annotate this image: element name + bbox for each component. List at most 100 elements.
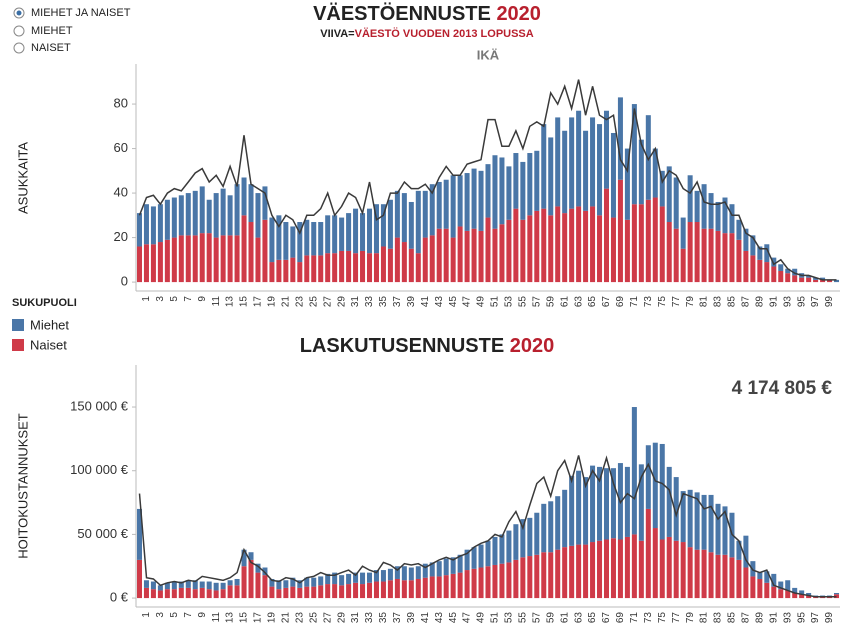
x-tick-label: 99 <box>824 612 835 624</box>
x-tick-label: 7 <box>183 296 194 302</box>
x-tick-label: 91 <box>768 612 779 624</box>
bar <box>555 206 561 283</box>
bar <box>422 190 428 238</box>
bar <box>457 572 463 599</box>
bar <box>443 228 449 283</box>
radio-label[interactable]: NAISET <box>31 42 71 54</box>
bar <box>248 222 254 283</box>
bar <box>157 590 163 599</box>
bar <box>220 188 226 236</box>
bar <box>541 208 547 283</box>
bar <box>290 226 296 258</box>
bar <box>576 470 582 545</box>
bar <box>178 195 184 236</box>
bar <box>590 465 596 543</box>
x-tick-label: 75 <box>657 612 668 624</box>
bar <box>764 244 770 263</box>
bar <box>366 208 373 254</box>
x-tick-label: 65 <box>587 296 598 308</box>
bar <box>332 253 338 283</box>
radio[interactable] <box>13 25 25 37</box>
x-tick-label: 19 <box>267 296 278 308</box>
bar <box>269 262 275 283</box>
bar <box>652 197 658 283</box>
bar <box>213 237 219 283</box>
x-tick-label: 13 <box>225 296 236 308</box>
bar <box>666 466 672 537</box>
x-tick-label: 89 <box>754 296 765 308</box>
bar <box>311 222 317 256</box>
bar <box>750 576 756 599</box>
x-tick-label: 93 <box>782 612 793 624</box>
bar <box>757 246 763 260</box>
bar <box>499 534 505 564</box>
bar <box>603 468 610 540</box>
bar <box>785 273 791 283</box>
x-tick-label: 55 <box>517 612 528 624</box>
y-tick-label: 0 € <box>110 590 129 605</box>
bar <box>380 581 386 599</box>
bar <box>764 582 770 599</box>
bar <box>185 193 191 236</box>
bar <box>464 570 470 599</box>
x-tick-label: 35 <box>378 296 389 308</box>
x-tick-label: 85 <box>727 612 738 624</box>
x-tick-label: 77 <box>671 296 682 308</box>
bar <box>227 580 233 586</box>
bar <box>701 228 707 283</box>
bar <box>506 166 512 220</box>
bar <box>569 208 575 283</box>
bar <box>164 239 170 283</box>
bar <box>687 489 693 548</box>
x-tick-label: 45 <box>448 612 459 624</box>
bar <box>485 540 491 567</box>
bar <box>583 544 589 599</box>
bar <box>659 206 665 283</box>
bar <box>743 228 749 251</box>
chart-title: LASKUTUSENNUSTE 2020 <box>300 335 555 357</box>
x-tick-label: 41 <box>420 296 431 308</box>
title-text: LASKUTUSENNUSTE <box>300 335 504 357</box>
bar <box>631 534 637 599</box>
bar <box>185 587 191 599</box>
bar <box>820 279 826 283</box>
bar <box>631 407 637 535</box>
bar <box>366 572 373 583</box>
bar <box>255 193 261 238</box>
bar <box>680 542 686 599</box>
bar <box>415 566 421 579</box>
bar <box>178 587 184 599</box>
radio-label[interactable]: MIEHET JA NAISET <box>31 7 131 19</box>
bar <box>534 554 540 599</box>
x-tick-label: 29 <box>336 296 347 308</box>
legend-swatch <box>12 319 24 331</box>
bar <box>401 193 407 243</box>
bar <box>548 501 554 553</box>
bar <box>576 544 582 599</box>
bar <box>590 117 596 207</box>
x-tick-label: 63 <box>573 296 584 308</box>
bar <box>241 177 247 216</box>
bar <box>680 217 686 249</box>
bar <box>513 208 519 283</box>
bar <box>617 539 623 599</box>
bar <box>457 554 463 573</box>
bar <box>339 575 345 586</box>
bar <box>513 559 519 599</box>
radio-label[interactable]: MIEHET <box>31 25 73 37</box>
x-tick-label: 93 <box>782 296 793 308</box>
bar <box>631 104 637 205</box>
radio[interactable] <box>13 42 25 54</box>
bar <box>297 222 303 263</box>
bar <box>506 530 512 563</box>
bar <box>471 568 477 599</box>
bar <box>346 250 352 283</box>
bar <box>276 589 282 599</box>
bar <box>304 219 310 256</box>
bar <box>408 567 414 581</box>
bar <box>555 117 561 207</box>
y-tick-label: 50 000 € <box>77 526 128 541</box>
legend-title: SUKUPUOLI <box>12 297 77 309</box>
bar <box>150 581 156 590</box>
x-tick-label: 49 <box>476 612 487 624</box>
